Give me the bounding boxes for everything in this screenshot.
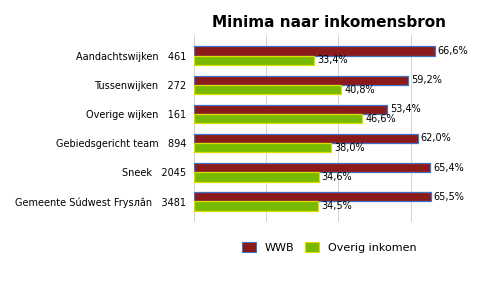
Legend: WWB, Overig inkomen: WWB, Overig inkomen [238,238,420,257]
Bar [193,56,314,65]
Text: 46,6%: 46,6% [365,114,396,124]
Text: 34,6%: 34,6% [322,172,352,182]
Text: 38,0%: 38,0% [334,143,365,153]
Bar [193,114,362,123]
Text: 59,2%: 59,2% [411,75,442,85]
Text: 65,4%: 65,4% [433,163,464,172]
Bar [193,46,434,56]
Bar [193,143,331,152]
Text: 53,4%: 53,4% [390,104,420,114]
Text: 40,8%: 40,8% [344,85,375,94]
Bar [193,105,387,114]
Bar [193,163,430,172]
Bar [193,201,318,211]
Text: 62,0%: 62,0% [421,134,452,143]
Bar [193,172,319,182]
Bar [193,76,408,85]
Text: 66,6%: 66,6% [437,46,468,56]
Title: Minima naar inkomensbron: Minima naar inkomensbron [212,15,446,30]
Bar [193,134,418,143]
Bar [193,192,431,201]
Text: 65,5%: 65,5% [433,192,464,202]
Bar [193,85,341,94]
Text: 33,4%: 33,4% [317,56,348,65]
Text: 34,5%: 34,5% [321,201,352,211]
